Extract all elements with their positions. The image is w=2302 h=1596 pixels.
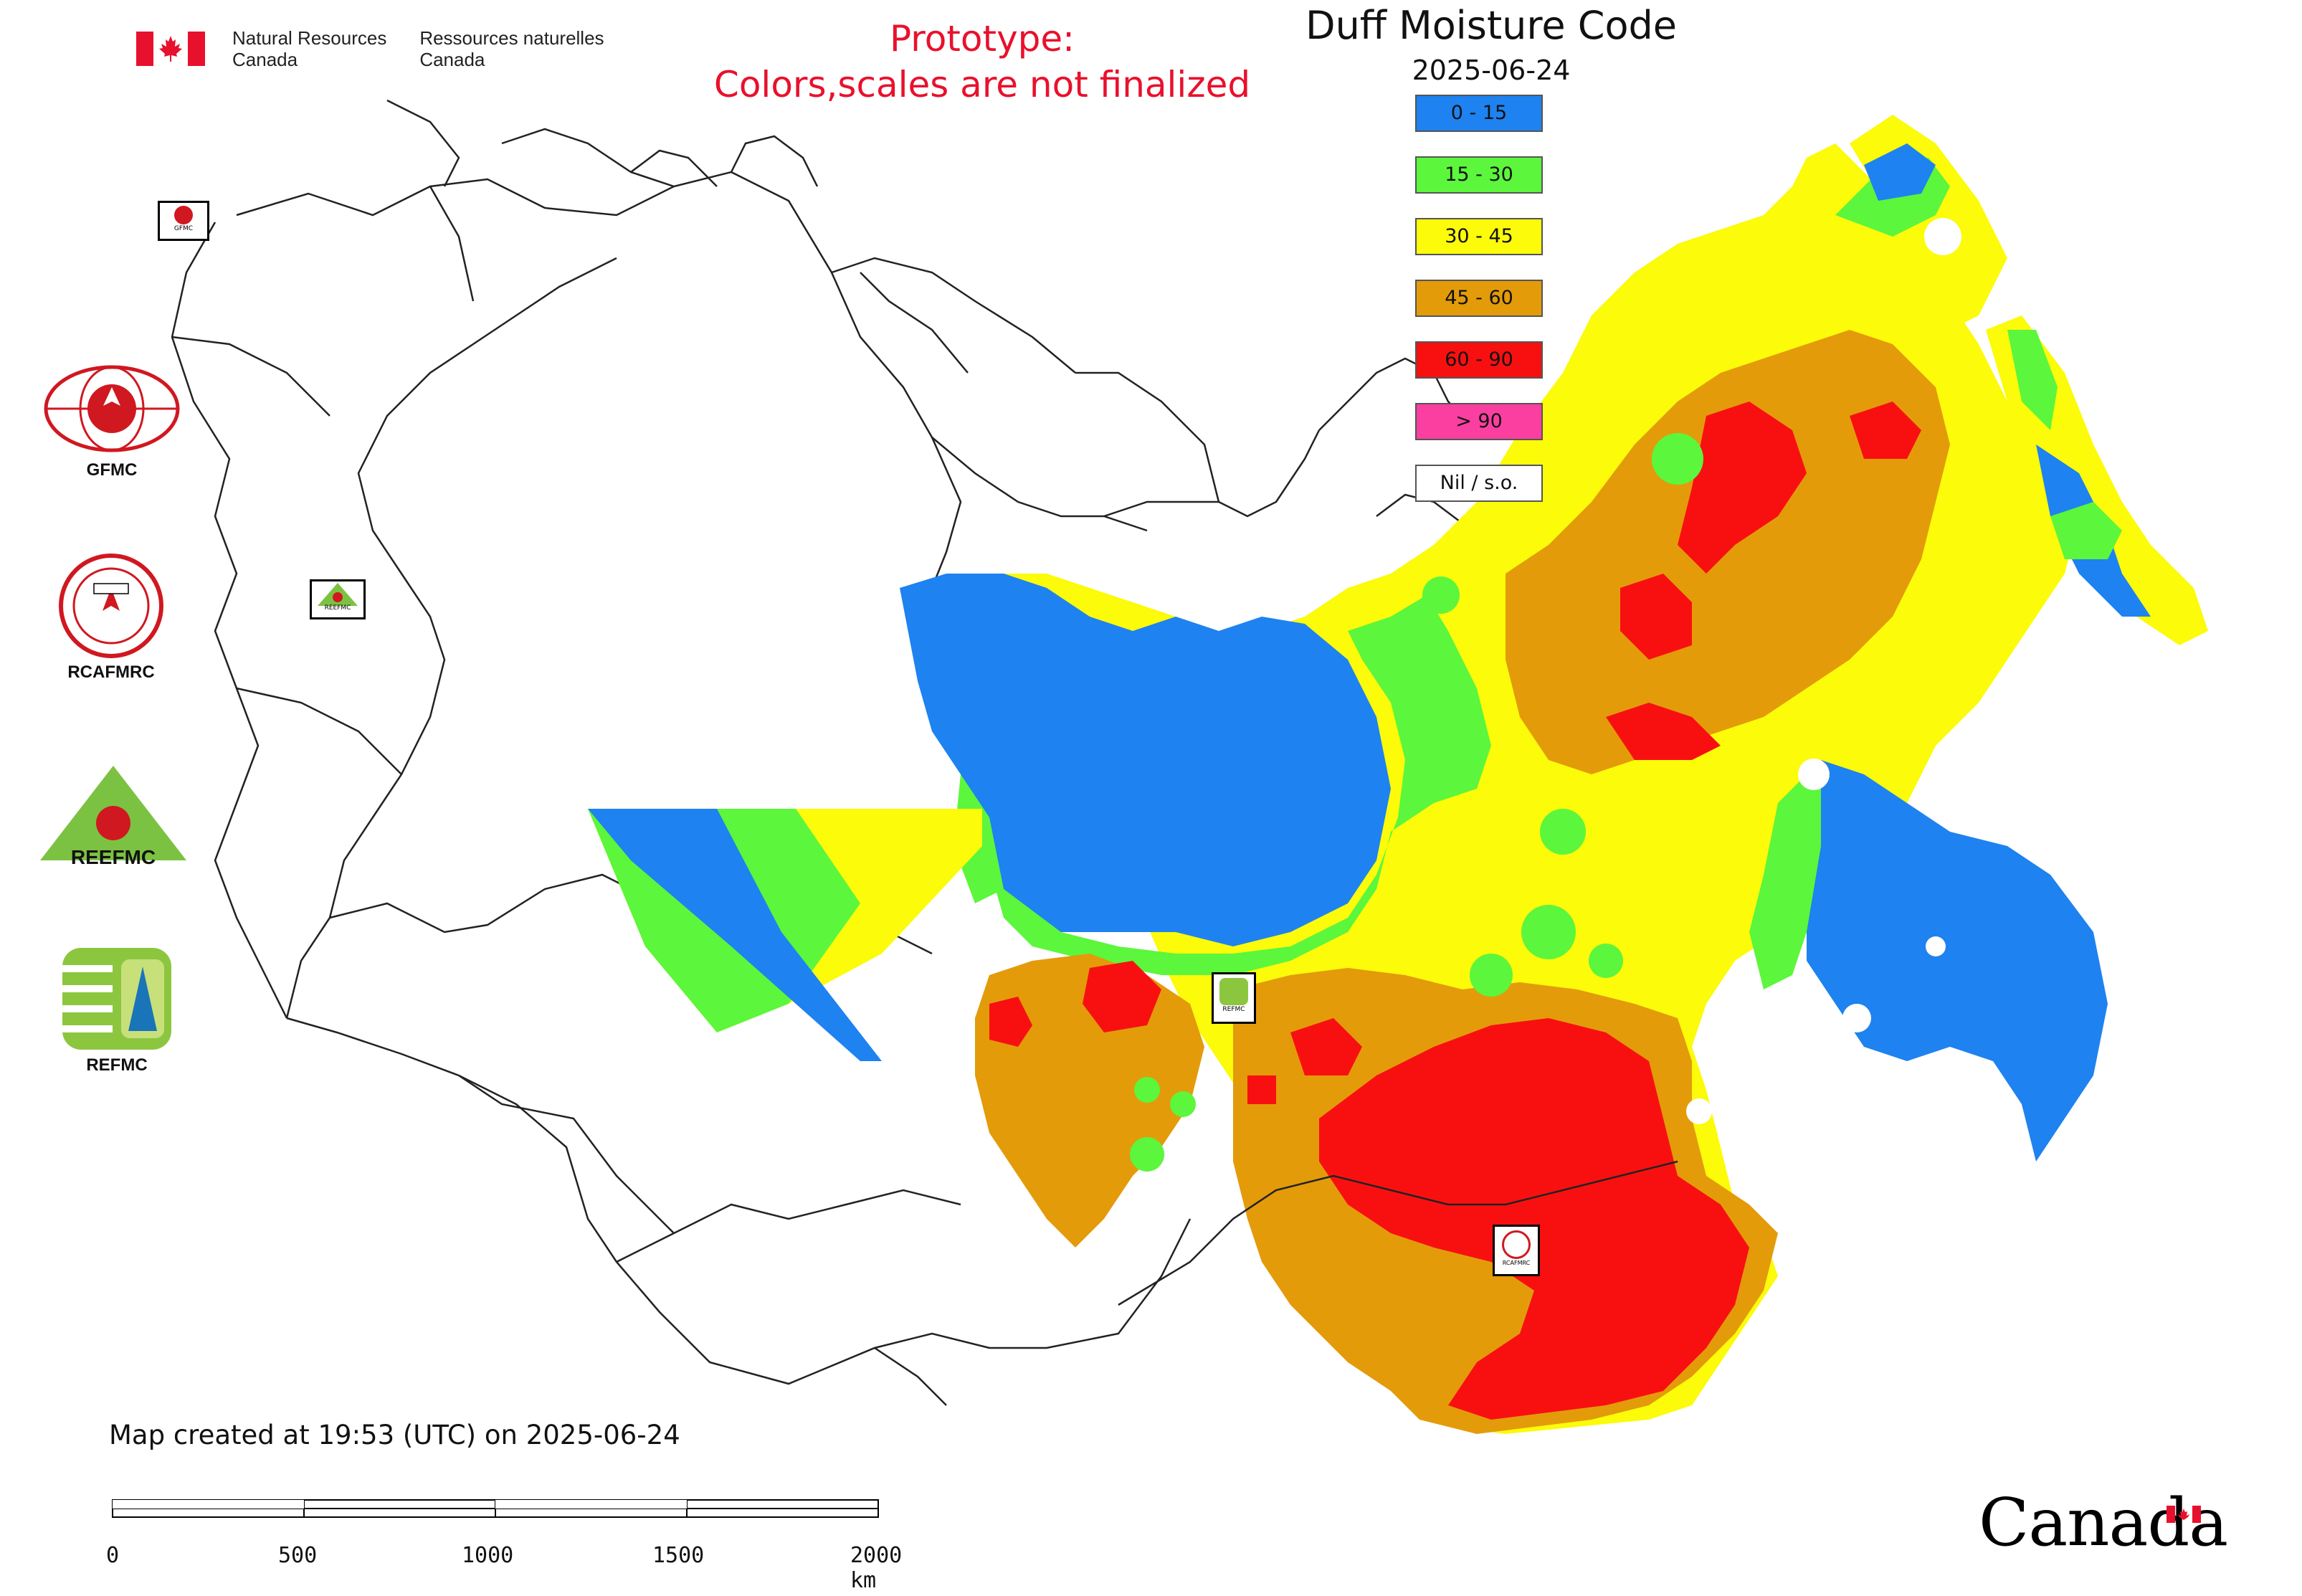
legend-item: 30 - 45 bbox=[1415, 218, 1543, 255]
prototype-notice-line2: Colors,scales are not finalized bbox=[713, 64, 1251, 105]
rcafmrc-logo: RCAFMRC bbox=[50, 552, 172, 683]
reefmc-emblem-icon bbox=[40, 766, 186, 860]
refmc-logo: REFMC bbox=[56, 945, 178, 1075]
refmc-emblem-icon bbox=[62, 948, 171, 1050]
reefmc-marker-label: REEFMC bbox=[324, 604, 351, 612]
rcafmrc-marker: RCAFMRC bbox=[1493, 1225, 1540, 1276]
gfmc-marker: GFMC bbox=[158, 201, 209, 241]
map-title: Duff Moisture Code bbox=[1305, 3, 1677, 48]
refmc-marker: REFMC bbox=[1212, 972, 1256, 1024]
gfmc-emblem-icon bbox=[44, 365, 180, 452]
wordmark-flag-icon bbox=[2167, 1506, 2201, 1523]
canada-flag-icon bbox=[136, 32, 205, 66]
agency-name-fr-line1: Ressources naturelles bbox=[419, 27, 604, 49]
rcafmrc-emblem-icon bbox=[59, 554, 163, 658]
agency-name-fr-line2: Canada bbox=[419, 49, 485, 70]
government-signature: Natural Resources Canada Ressources natu… bbox=[136, 27, 637, 70]
refmc-label: REFMC bbox=[86, 1055, 148, 1075]
refmc-marker-label: REFMC bbox=[1222, 1006, 1245, 1013]
rcafmrc-marker-label: RCAFMRC bbox=[1502, 1260, 1531, 1266]
reefmc-logo: REEFMC bbox=[34, 760, 192, 869]
scale-tick-2000: 2000 km bbox=[850, 1543, 903, 1593]
legend-item: Nil / s.o. bbox=[1415, 465, 1543, 502]
legend-item: 0 - 15 bbox=[1415, 95, 1543, 132]
map-created-text: Map created at 19:53 (UTC) on 2025-06-24 bbox=[109, 1420, 680, 1450]
scale-bar-graphic bbox=[112, 1499, 879, 1518]
legend-item: 45 - 60 bbox=[1415, 280, 1543, 317]
canada-wordmark-text: Canada bbox=[1979, 1484, 2228, 1561]
rcafmrc-label: RCAFMRC bbox=[67, 662, 155, 682]
border-line bbox=[1118, 1160, 1678, 1306]
gfmc-label: GFMC bbox=[86, 460, 138, 480]
reefmc-marker-icon bbox=[318, 583, 358, 606]
map-date: 2025-06-24 bbox=[1412, 54, 1571, 86]
agency-name-en: Natural Resources Canada bbox=[232, 27, 386, 70]
agency-name-en-line1: Natural Resources bbox=[232, 27, 387, 49]
gfmc-marker-label: GFMC bbox=[173, 225, 194, 232]
legend-item: > 90 bbox=[1415, 403, 1543, 440]
prototype-notice: Prototype: Colors,scales are not finaliz… bbox=[624, 16, 1341, 108]
gfmc-logo: GFMC bbox=[40, 364, 184, 480]
scale-tick-1500: 1500 bbox=[652, 1543, 705, 1568]
scale-bar: 0 500 1000 1500 2000 km bbox=[106, 1498, 902, 1593]
scale-tick-1000: 1000 bbox=[462, 1543, 514, 1568]
legend-item: 15 - 30 bbox=[1415, 156, 1543, 194]
canada-wordmark: Canada bbox=[1979, 1484, 2228, 1561]
agency-name-fr: Ressources naturelles Canada bbox=[419, 27, 604, 70]
legend-item: 60 - 90 bbox=[1415, 341, 1543, 379]
scale-tick-0: 0 bbox=[106, 1543, 120, 1568]
prototype-notice-line1: Prototype: bbox=[889, 18, 1075, 60]
scale-tick-500: 500 bbox=[278, 1543, 318, 1568]
dmc-raster bbox=[588, 115, 2208, 1434]
agency-name-en-line2: Canada bbox=[232, 49, 298, 70]
reefmc-label: REEFMC bbox=[70, 846, 156, 868]
reefmc-marker: REEFMC bbox=[310, 579, 366, 619]
